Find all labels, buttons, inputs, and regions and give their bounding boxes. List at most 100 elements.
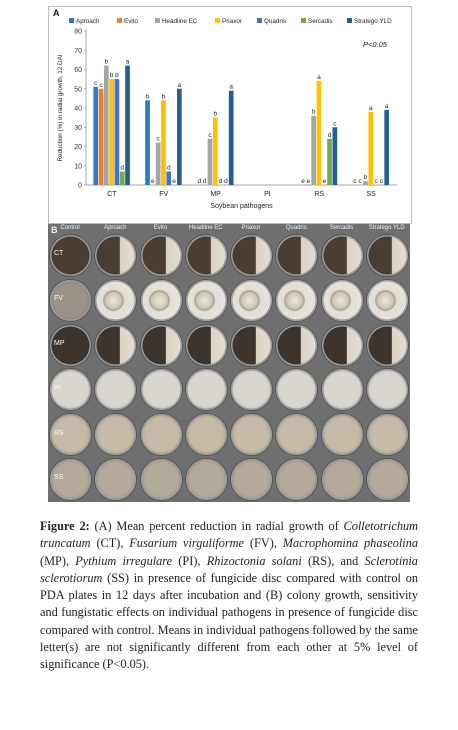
plate-column-label: Sercadis	[329, 225, 354, 231]
legend-label: Quadris	[264, 18, 286, 25]
bar	[332, 127, 338, 185]
significance-letter: a	[369, 105, 373, 112]
bar	[177, 88, 182, 185]
significance-letter: c	[157, 136, 161, 143]
panel-a-chart: A Aproach Evito Headline EC Priaxor Quadris S…	[48, 6, 412, 224]
petri-dish	[231, 279, 273, 321]
significance-letter: e	[301, 178, 305, 185]
bar	[316, 81, 322, 185]
significance-letter: e	[172, 178, 176, 185]
petri-dish	[276, 458, 318, 500]
legend-swatch	[257, 18, 262, 23]
petri-dish	[231, 324, 273, 366]
petri-dish	[140, 414, 182, 456]
petri-dish	[95, 279, 137, 321]
bar	[98, 88, 104, 185]
plate-row-label: RS	[54, 429, 64, 437]
caption-text: (A) Mean percent reduction in radial gro…	[40, 519, 418, 672]
significance-letter: d	[328, 132, 332, 139]
bar	[228, 90, 234, 185]
legend-label: Stratego YLD	[354, 18, 392, 25]
significance-letter: a	[385, 103, 389, 110]
significance-letter: b	[364, 174, 368, 181]
plate-row-label: FV	[54, 295, 63, 303]
plate-row-label: MP	[54, 340, 65, 347]
bar-chart: Aproach Evito Headline EC Priaxor Quadris Ser…	[57, 18, 397, 210]
petri-dish	[95, 369, 137, 411]
significance-letter: d	[120, 165, 124, 172]
x-axis-label: Soybean pathogens	[210, 203, 273, 210]
petri-dish	[50, 234, 92, 276]
significance-letter: a	[126, 59, 130, 66]
petri-dish	[140, 234, 182, 276]
petri-dish	[276, 369, 318, 411]
significance-letter: b	[115, 72, 119, 79]
bar	[166, 171, 172, 185]
significance-letter: c	[94, 80, 98, 87]
significance-letter: c	[208, 132, 212, 139]
x-tick-label: PI	[264, 191, 271, 198]
legend-swatch	[301, 18, 306, 23]
significance-letter: e	[151, 178, 155, 185]
bar	[125, 65, 130, 185]
y-tick-label: 20	[74, 144, 82, 151]
significance-letter: b	[105, 59, 109, 66]
legend-swatch	[117, 18, 122, 23]
legend-swatch	[347, 18, 352, 23]
petri-dish	[231, 369, 273, 411]
bar	[384, 109, 390, 185]
petri-dish	[185, 369, 227, 411]
petri-dish	[276, 234, 318, 276]
significance-letter: c	[380, 178, 384, 185]
petri-dish	[50, 279, 92, 321]
legend-swatch	[155, 18, 160, 23]
bar	[363, 181, 368, 185]
petri-dish	[140, 324, 182, 366]
petri-dish	[276, 414, 318, 456]
significance-letter: b	[162, 93, 166, 100]
petri-dish	[140, 369, 182, 411]
bar	[93, 86, 99, 185]
petri-dish	[95, 234, 137, 276]
panel-a-label: A	[53, 8, 60, 18]
plate-row-label: CT	[54, 250, 64, 258]
y-tick-label: 10	[74, 163, 82, 170]
significance-letter: c	[359, 178, 363, 185]
bar	[119, 171, 125, 185]
significance-letter: d	[224, 178, 228, 185]
bar	[327, 138, 332, 185]
significance-letter: c	[374, 178, 378, 185]
petri-dish	[321, 324, 363, 366]
y-tick-label: 40	[74, 106, 82, 113]
bar	[368, 111, 374, 185]
significance-letter: b	[146, 93, 150, 100]
plate-column-label: Control	[60, 225, 80, 231]
bar	[103, 65, 109, 185]
significance-letter: e	[322, 178, 326, 185]
bar	[212, 117, 218, 185]
figure-caption: Figure 2: (A) Mean percent reduction in …	[40, 518, 418, 674]
petri-dish	[185, 324, 227, 366]
petri-dish	[185, 279, 227, 321]
y-tick-label: 80	[74, 29, 82, 36]
y-tick-label: 50	[74, 86, 82, 93]
x-tick-label: FV	[159, 191, 168, 198]
significance-letter: a	[178, 82, 182, 89]
y-axis-label: Reduction (%) in radial growth, 12 DAI	[57, 54, 64, 161]
petri-dish	[321, 279, 363, 321]
legend-label: Headline EC	[162, 18, 198, 25]
petri-dish	[50, 458, 92, 500]
petri-dish	[366, 234, 408, 276]
petri-dish	[140, 458, 182, 500]
x-tick-label: SS	[366, 191, 376, 198]
bar	[114, 79, 120, 185]
petri-dish	[50, 369, 92, 411]
plate-column-label: Quadris	[285, 225, 307, 231]
plate-column-label: Headline EC	[188, 225, 223, 231]
plate-row-label: SS	[54, 474, 64, 482]
legend-swatch	[69, 18, 74, 23]
bar	[311, 115, 316, 185]
legend-label: Sercadis	[308, 18, 333, 25]
plate-column-label: Stratego YLD	[368, 225, 405, 231]
significance-letter: b	[213, 111, 217, 118]
